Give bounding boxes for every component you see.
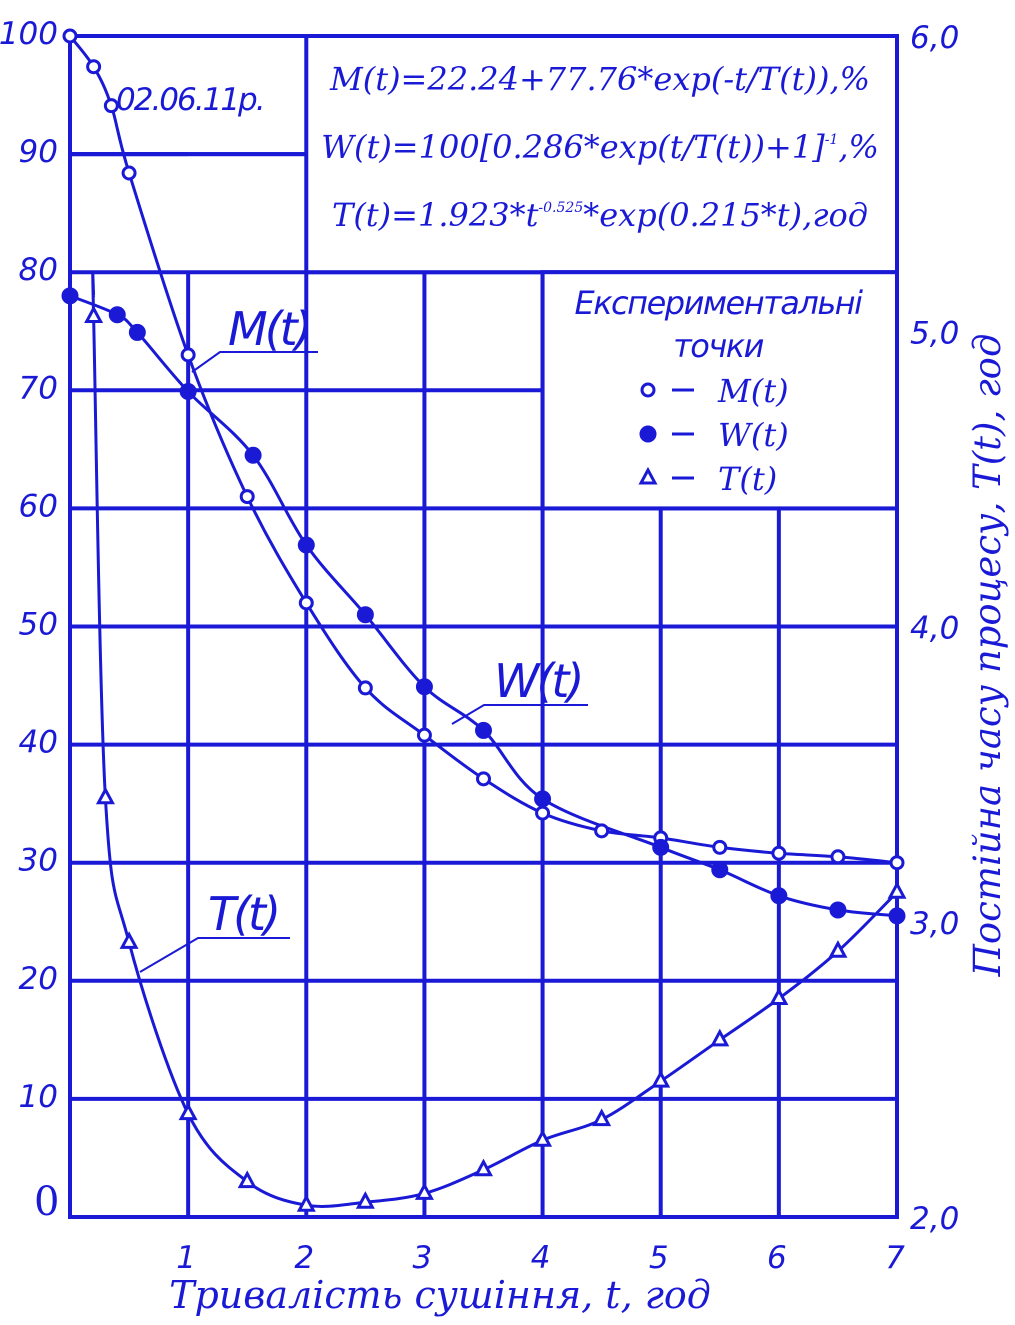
point-s1-2 (103, 98, 119, 114)
point-s3-0 (84, 305, 104, 323)
curve-label: M(t) (228, 302, 310, 356)
y-tick-label: 10 (19, 1079, 58, 1115)
point-s1-3 (121, 165, 137, 181)
point-s1-9 (476, 771, 491, 787)
point-s3-12 (710, 1028, 730, 1047)
point-s2-3 (179, 382, 197, 400)
legend-marker (640, 382, 656, 398)
legend-entry: T(t) (718, 460, 777, 498)
point-s2-13 (829, 901, 847, 919)
curve-label: W(t) (494, 654, 581, 708)
curve-label-leader (191, 351, 318, 373)
point-s1-4 (180, 347, 196, 363)
point-s1-0 (62, 28, 78, 44)
point-s2-8 (475, 721, 492, 739)
point-s3-5 (296, 1194, 316, 1212)
point-s3-8 (473, 1158, 494, 1177)
y-tick-label: 40 (19, 725, 58, 761)
y-tick-label: 90 (19, 134, 58, 170)
legend-box (540, 270, 899, 511)
point-s3-14 (828, 940, 848, 958)
point-s3-1 (95, 786, 115, 805)
legend-marker (639, 425, 657, 443)
point-s3-10 (592, 1108, 612, 1127)
point-s3-4 (237, 1170, 257, 1189)
formula-box (304, 34, 899, 275)
x-tick-label: 6 (767, 1240, 787, 1276)
y2-tick-label: 5,0 (910, 315, 959, 351)
point-s2-5 (297, 536, 315, 554)
text-labels: 0 10 20 30 40 50 60 70 80 90 100 2,0 3,0 4,0 5,0 6,0 1 2 3… (0, 16, 1009, 1317)
y2-tick-label: 4,0 (910, 611, 959, 647)
point-s1-5 (239, 489, 255, 505)
point-s1-7 (357, 680, 373, 696)
point-s3-15 (887, 881, 907, 899)
y-tick-label: 20 (19, 961, 58, 997)
x-tick-label: 7 (885, 1240, 905, 1276)
x-axis-title: Тривалість сушіння, t, год (169, 1273, 711, 1317)
y2-tick-label: 6,0 (910, 20, 959, 56)
legend-marker (638, 466, 658, 485)
point-s2-7 (415, 678, 433, 696)
point-s1-8 (416, 727, 432, 743)
point-s2-10 (652, 838, 670, 856)
x-tick-label: 2 (294, 1240, 314, 1276)
data-points (61, 28, 907, 1212)
point-s3-6 (355, 1191, 375, 1209)
point-s1-6 (298, 595, 314, 611)
point-s2-2 (128, 323, 146, 341)
y-tick-label: 0 (34, 1179, 59, 1225)
y-tick-label: 80 (19, 252, 58, 288)
point-s1-1 (86, 59, 102, 75)
curve-label-leader (451, 704, 588, 725)
y-tick-label: 100 (0, 16, 58, 52)
point-s2-6 (356, 606, 374, 624)
x-tick-label: 3 (413, 1240, 433, 1276)
legend-entry: M(t) (717, 372, 789, 410)
y2-tick-label: 2,0 (910, 1201, 959, 1237)
y-tick-label: 30 (19, 843, 58, 879)
point-s1-16 (889, 855, 905, 871)
point-s1-13 (712, 839, 728, 855)
formula-3: T(t)=1.923*t-0.525*exp(0.215*t),год (332, 196, 868, 234)
legend-title: Експериментальні (575, 284, 864, 322)
x-tick-label: 5 (649, 1240, 669, 1276)
y-tick-label: 70 (19, 370, 58, 406)
point-s2-4 (244, 446, 262, 464)
point-s2-14 (888, 907, 906, 925)
annotation-boxes (70, 34, 899, 511)
curve-label: T(t) (208, 887, 278, 941)
point-s2-0 (61, 287, 79, 305)
point-s2-9 (534, 790, 552, 808)
point-s3-9 (533, 1129, 553, 1147)
formula-2: W(t)=100[0.286*exp(t/T(t))+1]-1,% (321, 128, 879, 166)
point-s1-14 (771, 845, 787, 861)
x-tick-label: 1 (176, 1240, 196, 1276)
point-s3-7 (414, 1182, 434, 1200)
y2-tick-label: 3,0 (910, 906, 959, 942)
point-s3-13 (769, 987, 789, 1006)
curve-label-leader (139, 937, 290, 973)
point-s3-2 (119, 931, 139, 949)
formula-1: M(t)=22.24+77.76*exp(-t/T(t)),% (329, 60, 870, 98)
point-s2-1 (108, 306, 126, 324)
point-s1-11 (594, 823, 610, 839)
date-label: 02.06.11р. (116, 82, 264, 118)
y-tick-label: 60 (19, 488, 58, 524)
x-tick-label: 4 (531, 1240, 551, 1276)
point-s1-15 (830, 849, 846, 865)
point-s2-12 (770, 887, 788, 905)
legend-title: точки (673, 327, 763, 365)
y-tick-label: 50 (19, 607, 58, 643)
legend-entry: W(t) (718, 416, 789, 454)
y2-axis-title: Постійна часу процесу, T(t), год (966, 334, 1009, 978)
point-s1-10 (535, 805, 551, 821)
point-s2-11 (711, 861, 729, 879)
point-s3-11 (651, 1070, 671, 1088)
point-s3-3 (178, 1102, 198, 1121)
